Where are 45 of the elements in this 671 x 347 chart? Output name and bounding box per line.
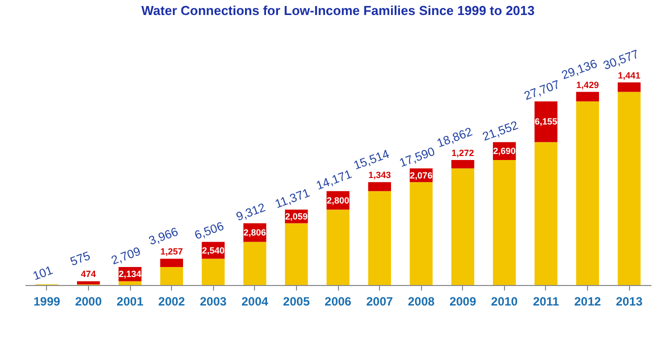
x-tick-label: 2013 <box>616 294 643 308</box>
data-label: 2,059 <box>285 211 308 222</box>
total-label: 2,709 <box>109 244 143 268</box>
total-label: 17,590 <box>397 144 438 170</box>
total-label: 3,966 <box>146 224 180 248</box>
total-label: 18,862 <box>434 124 475 150</box>
data-label: 6,155 <box>534 116 558 127</box>
total-label: 11,371 <box>273 186 312 212</box>
total-label: 21,552 <box>480 118 520 144</box>
total-label: 6,506 <box>192 218 226 242</box>
x-tick-label: 2006 <box>324 294 352 308</box>
total-label: 15,514 <box>352 146 392 172</box>
x-tick-label: 2012 <box>574 294 602 308</box>
chart-title: Water Connections for Low-Income Families Since 1999 to 2013 <box>141 2 535 18</box>
x-tick-label: 2008 <box>408 294 435 308</box>
data-label: 1,257 <box>160 246 183 257</box>
data-label: 2,800 <box>326 195 350 206</box>
x-tick-label: 2007 <box>366 294 394 308</box>
x-tick-label: 2009 <box>449 294 476 308</box>
data-label: 1,272 <box>452 148 474 158</box>
data-label: 2,076 <box>410 170 432 180</box>
x-tick-label: 2005 <box>283 294 310 308</box>
x-tick-label: 2002 <box>158 294 186 308</box>
data-label: 2,540 <box>202 245 224 256</box>
data-label: 474 <box>80 269 96 280</box>
data-label: 2,134 <box>118 269 142 280</box>
total-label: 101 <box>30 262 55 284</box>
x-tick-label: 2000 <box>75 294 102 308</box>
x-tick-label: 2003 <box>200 294 227 308</box>
data-label: 1,441 <box>618 70 640 80</box>
data-label: 2,806 <box>244 228 266 238</box>
x-tick-label: 2010 <box>491 294 518 308</box>
data-label: 1,429 <box>576 80 599 90</box>
total-label: 29,136 <box>560 56 600 82</box>
x-tick-label: 2011 <box>532 294 560 308</box>
data-label: 1,343 <box>368 170 391 180</box>
x-tick-label: 2004 <box>241 294 268 308</box>
data-label: 2,690 <box>493 146 516 156</box>
x-tick-label: 2001 <box>116 294 144 308</box>
total-label: 27,707 <box>522 77 562 103</box>
total-label: 9,312 <box>234 200 268 224</box>
total-label: 14,171 <box>314 166 354 193</box>
x-tick-label: 1999 <box>33 294 61 308</box>
total-label: 30,577 <box>601 46 641 73</box>
total-label: 575 <box>68 248 92 269</box>
